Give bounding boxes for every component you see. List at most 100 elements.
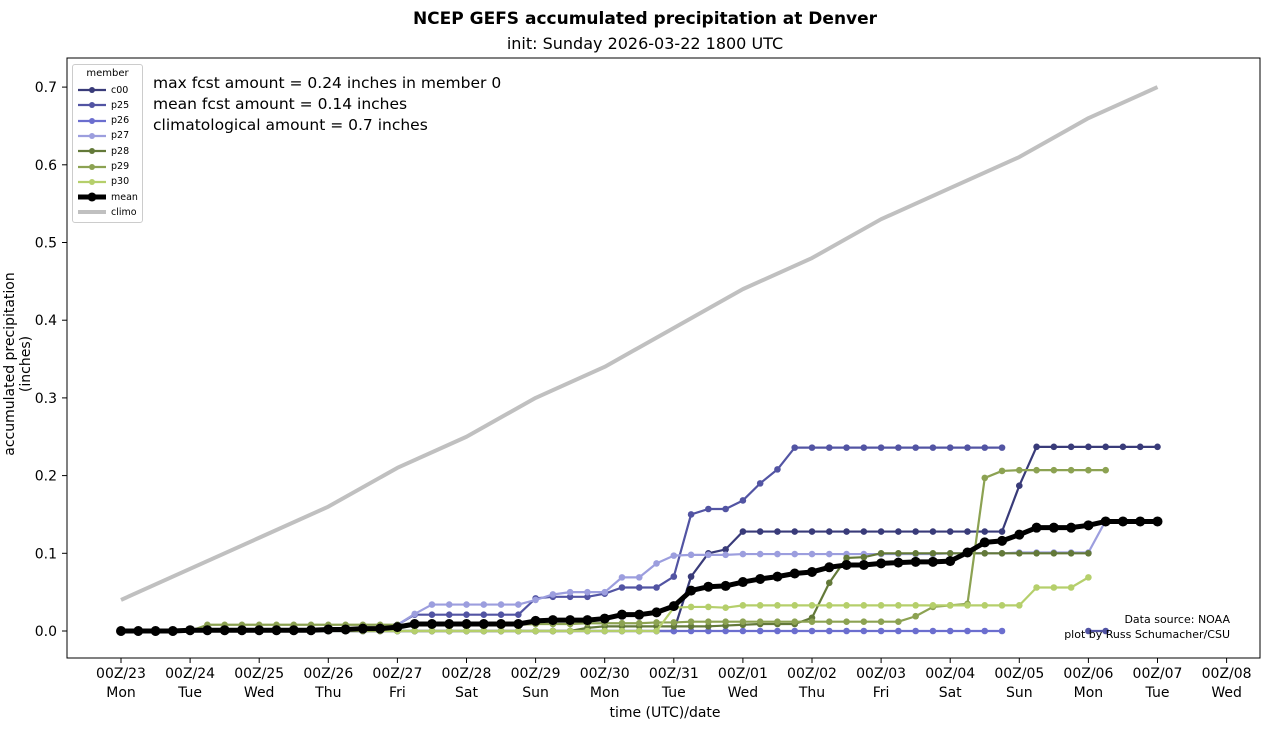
data-point-p28 — [705, 623, 712, 630]
data-point-p25 — [998, 444, 1006, 451]
data-point-p29 — [877, 618, 885, 625]
legend-marker — [89, 148, 95, 155]
data-point-p26 — [687, 627, 695, 635]
data-point-c00 — [808, 528, 816, 535]
data-point-p29 — [998, 467, 1006, 475]
data-point-c00 — [981, 528, 989, 535]
legend-label: c00 — [111, 84, 129, 96]
data-point-p28 — [946, 550, 954, 557]
data-point-p25 — [895, 444, 902, 451]
data-point-p25 — [497, 611, 505, 618]
data-point-p25 — [566, 593, 574, 601]
data-point-p25 — [722, 505, 729, 513]
data-point-c00 — [1016, 482, 1023, 490]
data-point-c00 — [964, 528, 971, 535]
data-point-p25 — [739, 497, 747, 504]
data-point-p25 — [428, 611, 436, 618]
data-point-mean — [133, 626, 144, 636]
series-climo — [120, 85, 1159, 602]
data-point-p30 — [756, 602, 764, 609]
data-point-mean — [668, 601, 679, 612]
x-tick-day-label: Fri — [873, 685, 890, 701]
data-point-p26 — [877, 627, 885, 635]
data-point-mean — [478, 619, 489, 630]
legend-marker — [89, 163, 95, 170]
data-point-p26 — [998, 627, 1006, 635]
data-point-mean — [599, 613, 610, 624]
x-tick-day-label: Mon — [1074, 685, 1104, 701]
data-point-p26 — [670, 627, 678, 635]
data-point-mean — [444, 619, 455, 630]
data-point-mean — [409, 619, 420, 630]
data-point-c00 — [895, 528, 902, 535]
data-point-p30 — [601, 627, 608, 635]
data-point-mean — [824, 562, 835, 573]
x-tick-day-label: Thu — [314, 685, 341, 701]
data-point-c00 — [1154, 443, 1161, 451]
y-tick-label: 0.7 — [35, 80, 57, 96]
x-tick-day-label: Tue — [177, 685, 202, 701]
data-point-mean — [426, 619, 437, 630]
x-tick-day-label: Fri — [389, 685, 406, 701]
data-point-p27 — [480, 601, 488, 608]
data-source-text: Data source: NOAA — [1124, 613, 1230, 626]
data-point-p30 — [825, 602, 833, 609]
data-point-p30 — [411, 627, 418, 635]
data-point-p25 — [1085, 627, 1092, 635]
data-point-p29 — [912, 612, 919, 620]
data-point-p27 — [566, 588, 574, 596]
data-point-mean — [807, 566, 817, 577]
y-tick-label: 0.1 — [35, 546, 57, 562]
data-point-p26 — [825, 627, 833, 635]
data-point-mean — [1031, 522, 1042, 533]
max-fcst-text: max fcst amount = 0.24 inches in member … — [153, 74, 502, 92]
data-point-p29 — [843, 618, 850, 625]
data-point-p25 — [687, 511, 695, 518]
data-point-p28 — [687, 623, 695, 630]
data-point-mean — [686, 585, 697, 596]
series-line-climo — [120, 85, 1159, 602]
legend-swatch — [78, 87, 106, 93]
data-point-mean — [392, 622, 403, 633]
data-point-p27 — [515, 601, 522, 608]
data-point-p30 — [774, 602, 781, 609]
data-point-p29 — [722, 618, 729, 625]
data-point-p29 — [687, 618, 695, 625]
data-point-p27 — [428, 601, 436, 608]
data-point-mean — [236, 625, 247, 636]
x-tick-label: 00Z/04 — [925, 666, 975, 682]
chart-title: NCEP GEFS accumulated precipitation at D… — [412, 9, 878, 29]
data-point-p27 — [808, 550, 816, 558]
data-point-mean — [461, 619, 472, 630]
data-point-c00 — [722, 546, 729, 553]
x-tick-day-label: Wed — [728, 685, 759, 701]
data-point-c00 — [774, 528, 781, 535]
data-point-c00 — [843, 528, 850, 535]
data-point-c00 — [1102, 443, 1109, 451]
data-point-p30 — [549, 627, 557, 635]
data-point-p30 — [791, 602, 799, 609]
data-point-p29 — [808, 618, 816, 625]
data-point-p29 — [1050, 466, 1058, 474]
data-point-c00 — [929, 528, 937, 535]
data-point-p30 — [705, 603, 712, 611]
data-point-mean — [513, 619, 524, 630]
legend-swatch — [78, 117, 106, 124]
data-point-p26 — [739, 627, 747, 635]
data-point-p30 — [566, 627, 574, 635]
x-tick-day-label: Wed — [244, 685, 275, 701]
x-tick-label: 00Z/23 — [96, 666, 146, 682]
data-point-p30 — [722, 604, 729, 611]
data-point-p26 — [774, 627, 781, 635]
legend-entry-p25: p25 — [77, 98, 129, 112]
data-point-p30 — [618, 627, 626, 635]
data-point-p25 — [981, 444, 989, 451]
data-point-p30 — [635, 627, 643, 635]
legend-swatch — [78, 132, 106, 139]
data-point-mean — [116, 626, 126, 636]
data-point-p27 — [739, 550, 747, 558]
data-point-p26 — [808, 627, 816, 635]
data-point-p25 — [791, 444, 799, 451]
data-point-p25 — [670, 573, 678, 580]
data-point-p29 — [1085, 466, 1092, 474]
